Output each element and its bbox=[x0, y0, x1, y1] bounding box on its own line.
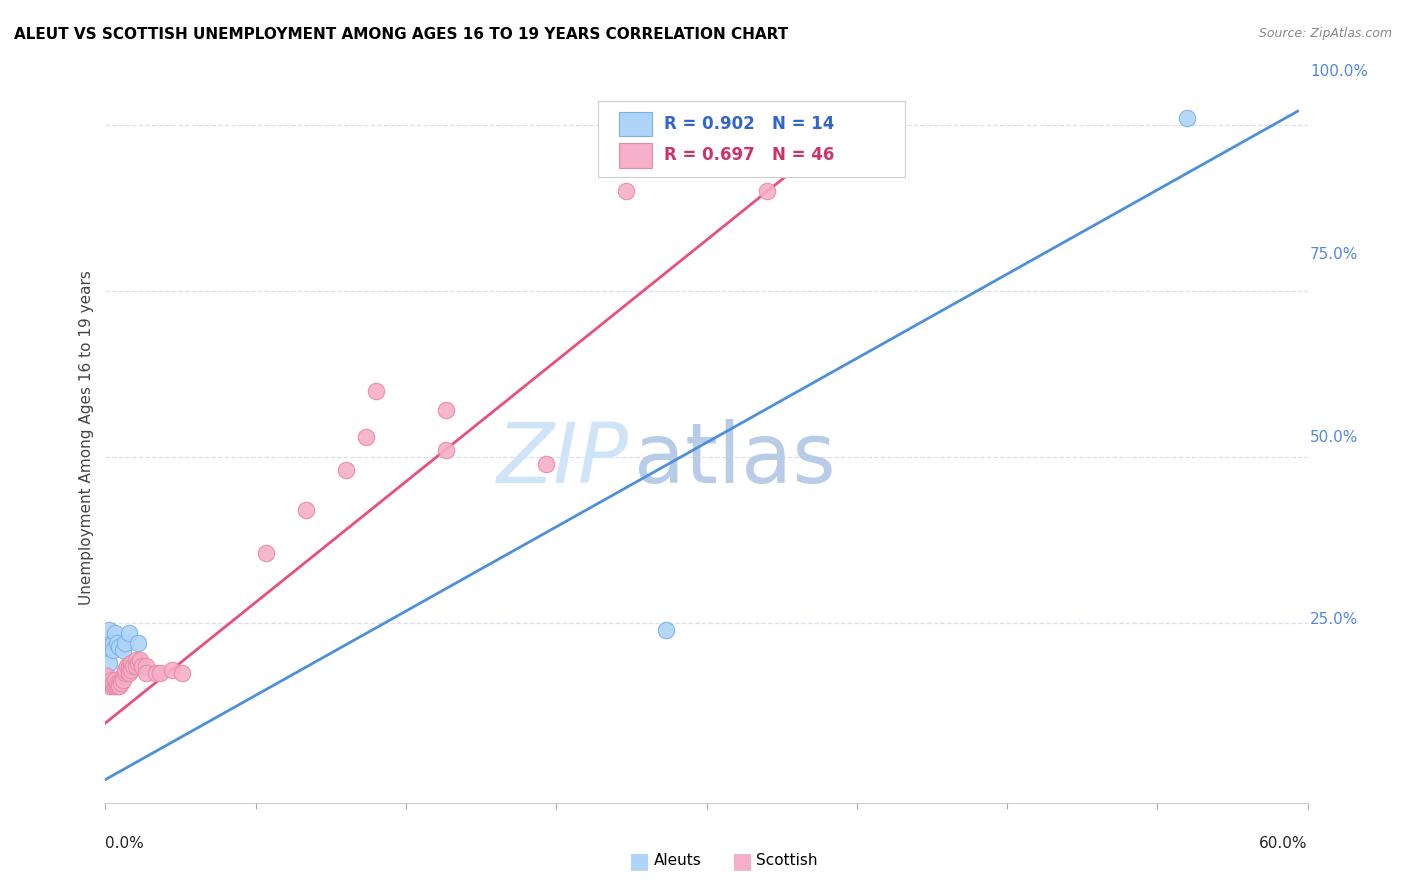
Point bbox=[364, 384, 387, 398]
Point bbox=[122, 659, 145, 673]
Point bbox=[534, 457, 557, 471]
Bar bbox=[619, 112, 652, 136]
Text: Source: ZipAtlas.com: Source: ZipAtlas.com bbox=[1258, 27, 1392, 40]
Point bbox=[104, 673, 127, 687]
Point bbox=[96, 676, 118, 690]
Point bbox=[100, 673, 122, 687]
Point bbox=[131, 659, 153, 673]
Point bbox=[112, 673, 135, 687]
Text: atlas: atlas bbox=[634, 418, 837, 500]
Point bbox=[655, 623, 678, 637]
Point bbox=[118, 626, 141, 640]
Point bbox=[128, 653, 150, 667]
Point bbox=[118, 666, 141, 681]
Point bbox=[118, 659, 141, 673]
Point bbox=[103, 680, 125, 694]
Point bbox=[114, 666, 136, 681]
Text: ZIP: ZIP bbox=[496, 418, 628, 500]
Point bbox=[108, 640, 131, 654]
Point bbox=[1177, 111, 1199, 125]
Text: Scottish: Scottish bbox=[756, 854, 818, 868]
Point bbox=[114, 636, 136, 650]
Point bbox=[103, 676, 125, 690]
Point bbox=[104, 626, 127, 640]
Point bbox=[100, 676, 122, 690]
Point bbox=[96, 669, 118, 683]
Y-axis label: Unemployment Among Ages 16 to 19 years: Unemployment Among Ages 16 to 19 years bbox=[79, 269, 94, 605]
FancyBboxPatch shape bbox=[599, 101, 905, 178]
Point bbox=[112, 643, 135, 657]
Text: Aleuts: Aleuts bbox=[654, 854, 702, 868]
Point bbox=[98, 656, 121, 670]
Point bbox=[434, 403, 457, 417]
Point bbox=[103, 643, 125, 657]
Text: 50.0%: 50.0% bbox=[1310, 430, 1358, 444]
Point bbox=[755, 184, 778, 198]
Point bbox=[98, 676, 121, 690]
Point bbox=[434, 443, 457, 458]
Point bbox=[107, 676, 129, 690]
Point bbox=[170, 666, 193, 681]
Point bbox=[98, 680, 121, 694]
Text: 75.0%: 75.0% bbox=[1310, 247, 1358, 261]
Text: ■: ■ bbox=[733, 851, 752, 871]
Point bbox=[108, 676, 131, 690]
Point bbox=[114, 663, 136, 677]
Point bbox=[135, 666, 157, 681]
Text: 0.0%: 0.0% bbox=[105, 836, 145, 851]
Point bbox=[616, 184, 638, 198]
Point bbox=[117, 659, 139, 673]
Point bbox=[96, 640, 118, 654]
Text: 25.0%: 25.0% bbox=[1310, 613, 1358, 627]
Point bbox=[127, 636, 149, 650]
Point bbox=[124, 659, 146, 673]
Point bbox=[254, 546, 277, 560]
Point bbox=[124, 653, 146, 667]
Text: ALEUT VS SCOTTISH UNEMPLOYMENT AMONG AGES 16 TO 19 YEARS CORRELATION CHART: ALEUT VS SCOTTISH UNEMPLOYMENT AMONG AGE… bbox=[14, 27, 789, 42]
Text: R = 0.902   N = 14: R = 0.902 N = 14 bbox=[665, 115, 835, 133]
Point bbox=[104, 680, 127, 694]
Bar bbox=[619, 143, 652, 168]
Point bbox=[295, 503, 318, 517]
Point bbox=[107, 636, 129, 650]
Text: 60.0%: 60.0% bbox=[1260, 836, 1308, 851]
Point bbox=[103, 636, 125, 650]
Point bbox=[148, 666, 170, 681]
Point bbox=[145, 666, 167, 681]
Point bbox=[108, 680, 131, 694]
Point bbox=[98, 623, 121, 637]
Point bbox=[121, 663, 143, 677]
Text: ■: ■ bbox=[630, 851, 650, 871]
Point bbox=[112, 669, 135, 683]
Text: 100.0%: 100.0% bbox=[1310, 64, 1368, 78]
Point bbox=[127, 656, 149, 670]
Point bbox=[354, 430, 377, 444]
Point bbox=[335, 463, 357, 477]
Point bbox=[107, 680, 129, 694]
Point bbox=[121, 656, 143, 670]
Point bbox=[135, 659, 157, 673]
Text: R = 0.697   N = 46: R = 0.697 N = 46 bbox=[665, 146, 835, 164]
Point bbox=[110, 676, 132, 690]
Point bbox=[160, 663, 183, 677]
